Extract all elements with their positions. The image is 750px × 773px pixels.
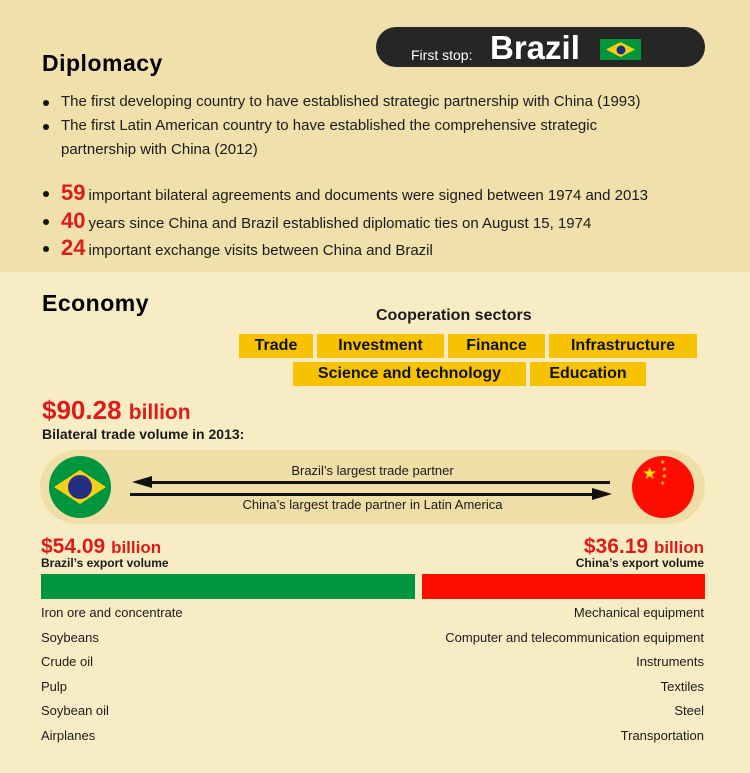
trade-volume: $90.28 billion (42, 395, 191, 425)
china-export-label: China’s export volume (575, 556, 704, 570)
arrow-left-icon (143, 481, 610, 484)
sector-education: Education (530, 362, 646, 386)
list-item: Mechanical equipment (573, 605, 704, 620)
first-stop-banner: First stop: Brazil (376, 27, 705, 67)
diplomacy-firsts: The first developing country to have est… (42, 90, 692, 162)
china-export-amount: $36.19 billion (583, 535, 704, 558)
diplomacy-title: Diplomacy (42, 50, 163, 76)
brazil-export-bar (41, 574, 415, 599)
list-item: Iron ore and concentrate (41, 605, 183, 620)
sector-trade: Trade (239, 334, 313, 358)
brazil-export-amount: $54.09 billion (41, 535, 162, 558)
economy-title: Economy (42, 290, 150, 316)
relation-top-text: Brazil’s largest trade partner (291, 463, 454, 478)
trade-volume-label: Bilateral trade volume in 2013: (42, 426, 245, 442)
first-stop-label: First stop: (411, 47, 473, 63)
china-flag-icon: ★ ★ ★ ★ ★ (632, 456, 694, 518)
stat-item: 59 important bilateral agreements and doc… (42, 180, 722, 209)
china-export-bar (422, 574, 705, 599)
brazil-export-label: Brazil’s export volume (41, 556, 169, 570)
list-item: Pulp (41, 678, 68, 694)
list-item: The first developing country to have est… (42, 90, 692, 114)
arrowhead-right-icon (592, 488, 612, 500)
sector-science: Science and technology (293, 362, 526, 386)
brazil-export-items: Iron ore and concentrate Soybeans Crude … (41, 601, 183, 748)
sectors-title: Cooperation sectors (376, 307, 532, 324)
sector-finance: Finance (448, 334, 545, 358)
stat-item: 24 important exchange visits between Chin… (42, 235, 722, 264)
diplomacy-stats: 59 important bilateral agreements and doc… (42, 180, 722, 264)
list-item: Steel (674, 703, 704, 718)
list-item: Transportation (620, 727, 704, 743)
brazil-flag-icon (49, 456, 111, 518)
list-item: Instruments (636, 654, 704, 669)
country-name: Brazil (490, 29, 580, 66)
stat-item: 40 years since China and Brazil establish… (42, 208, 722, 237)
list-item: Textiles (660, 678, 704, 694)
list-item: Soybean oil (41, 703, 109, 718)
arrow-right-icon (130, 493, 600, 496)
brazil-flag-icon (600, 39, 641, 60)
arrowhead-left-icon (132, 476, 152, 488)
relation-bottom-text: China’s largest trade partner in Latin A… (242, 497, 503, 512)
list-item: The first Latin American country to have… (42, 114, 662, 162)
trade-relation-band: ★ ★ ★ ★ ★ Brazil’s largest trade partner … (40, 450, 705, 524)
sector-infrastructure: Infrastructure (549, 334, 697, 358)
list-item: Computer and telecommunication equipment (445, 629, 704, 645)
list-item: Soybeans (41, 629, 99, 645)
list-item: Crude oil (41, 654, 94, 669)
list-item: Airplanes (41, 727, 96, 743)
sector-investment: Investment (317, 334, 444, 358)
china-export-items: Mechanical equipment Computer and teleco… (445, 601, 704, 748)
